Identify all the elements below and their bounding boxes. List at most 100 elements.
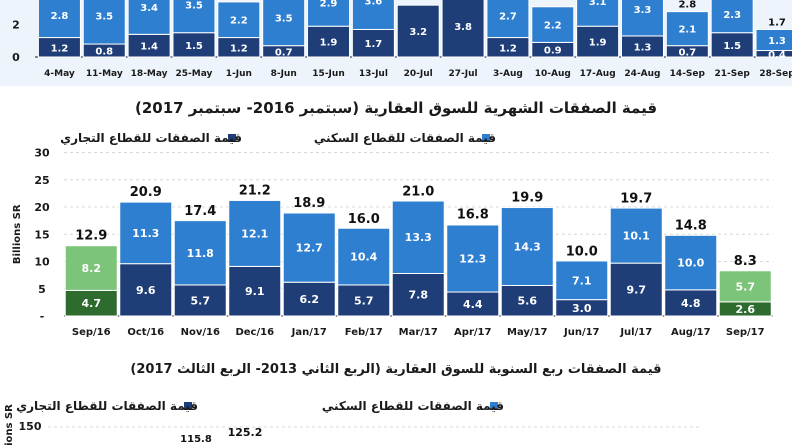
bar-total-label: 115.8 <box>180 434 212 445</box>
bar-segment <box>576 0 620 27</box>
x-tick-label: 14-Sep <box>670 69 706 79</box>
bar-segment <box>307 0 351 27</box>
x-tick-label: 15-Jun <box>312 69 344 79</box>
x-tick-label: 8-Jun <box>271 69 297 79</box>
segment-value-label: 1.9 <box>320 38 338 49</box>
segment-value-label: 11.3 <box>132 227 159 240</box>
y-tick-label: 30 <box>34 147 50 160</box>
segment-value-label: 7.1 <box>572 274 592 287</box>
bar-total-label: 1.7 <box>768 17 786 28</box>
segment-value-label: 1.9 <box>589 38 607 49</box>
bar-segment <box>82 0 126 45</box>
x-tick-label: Sep/17 <box>726 327 765 338</box>
segment-value-label: 0.7 <box>678 47 696 58</box>
bar-total-label: 8.3 <box>734 254 757 269</box>
segment-value-label: 1.5 <box>723 41 741 52</box>
segment-value-label: 2.6 <box>736 303 756 316</box>
legend-label-residential: قيمة الصفقات للقطاع السكني <box>314 131 496 145</box>
bar-segment <box>500 284 554 317</box>
segment-value-label: 1.4 <box>140 42 158 53</box>
y-axis-label: Billions SR <box>12 204 23 264</box>
segment-value-label: 5.7 <box>736 280 756 293</box>
segment-value-label: 12.7 <box>296 242 323 255</box>
segment-value-label: 3.1 <box>589 0 607 8</box>
bar-segment <box>555 260 609 301</box>
x-tick-label: 27-Jul <box>449 69 478 79</box>
segment-value-label: 2.8 <box>51 11 69 22</box>
x-tick-label: Feb/17 <box>345 327 383 338</box>
segment-value-label: 12.1 <box>241 227 268 240</box>
chart-title: قيمة الصفقات الشهرية للسوق العقارية (سبت… <box>135 99 657 117</box>
bar-total-label: 18.9 <box>293 196 325 211</box>
segment-value-label: 11.8 <box>187 247 214 260</box>
segment-value-label: 9.6 <box>136 284 156 297</box>
bar-segment <box>391 272 445 317</box>
legend-label-commercial: قيمة الصفقات للقطاع التجاري <box>16 399 198 413</box>
y-tick-label: 150 <box>19 420 42 433</box>
monthly-chart-panel: قيمة الصفقات الشهرية للسوق العقارية (سبت… <box>0 86 792 344</box>
bar-total-label: 21.0 <box>402 185 434 200</box>
segment-value-label: 4.7 <box>82 297 102 310</box>
bar-total-label: 16.8 <box>457 207 489 222</box>
segment-value-label: 10.1 <box>623 230 650 243</box>
segment-value-label: 3.6 <box>365 0 383 7</box>
y-tick-label: 15 <box>34 228 49 241</box>
x-tick-label: Apr/17 <box>454 327 491 338</box>
x-tick-label: May/17 <box>507 327 548 338</box>
segment-value-label: 9.1 <box>245 285 265 298</box>
bar-total-label: 12.9 <box>75 229 107 244</box>
legend-swatch-residential <box>490 402 498 410</box>
bar-segment <box>718 270 772 303</box>
bar-segment <box>351 0 395 30</box>
segment-value-label: 13.3 <box>405 231 432 244</box>
segment-value-label: 2.2 <box>544 21 562 32</box>
segment-value-label: 10.0 <box>677 257 704 270</box>
bar-segment <box>391 200 445 274</box>
chart-title: قيمة الصفقات ربع السنوية للسوق العقارية … <box>130 362 661 377</box>
y-tick-label: 25 <box>34 174 49 187</box>
bar-segment <box>710 0 754 34</box>
legend-label-residential: قيمة الصفقات للقطاع السكني <box>322 399 504 413</box>
bar-total-label: 16.0 <box>348 212 380 227</box>
segment-value-label: 6.2 <box>300 293 320 306</box>
bar-segment <box>127 0 171 35</box>
segment-value-label: 4.8 <box>681 297 701 310</box>
legend-swatch-commercial <box>184 402 192 410</box>
bar-segment <box>307 25 351 58</box>
segment-value-label: 1.3 <box>634 42 652 53</box>
bar-segment <box>217 1 261 39</box>
segment-value-label: 1.7 <box>365 39 383 50</box>
bar-segment <box>531 6 575 43</box>
segment-value-label: 12.3 <box>459 253 486 266</box>
x-tick-label: 3-Aug <box>493 69 523 79</box>
segment-value-label: 9.7 <box>627 284 647 297</box>
segment-value-label: 3.5 <box>95 12 113 23</box>
segment-value-label: 1.2 <box>230 43 248 54</box>
bar-segment <box>609 207 663 264</box>
bar-segment <box>351 28 395 58</box>
segment-value-label: 10.4 <box>350 251 377 264</box>
segment-value-label: 4.4 <box>463 298 483 311</box>
bar-total-label: 10.0 <box>566 245 598 260</box>
bar-segment <box>755 28 792 52</box>
bar-segment <box>173 220 227 286</box>
segment-value-label: 1.5 <box>185 41 203 52</box>
x-tick-label: 1-Jun <box>226 69 252 79</box>
bar-segment <box>64 289 118 317</box>
segment-value-label: 2.7 <box>499 12 517 23</box>
bar-segment <box>664 234 718 291</box>
segment-value-label: 7.8 <box>409 289 429 302</box>
x-tick-label: Jul/17 <box>619 327 652 338</box>
x-tick-label: 20-Jul <box>404 69 433 79</box>
segment-value-label: 14.3 <box>514 241 541 254</box>
bar-total-label: 2.8 <box>678 0 696 11</box>
monthly-chart: قيمة الصفقات الشهرية للسوق العقارية (سبت… <box>12 99 773 338</box>
segment-value-label: 2.9 <box>320 0 338 10</box>
bar-segment <box>664 289 718 317</box>
x-tick-label: 17-Aug <box>580 69 616 79</box>
bar-segment <box>710 32 754 58</box>
segment-value-label: 3.0 <box>572 302 592 315</box>
bar-total-label: 17.4 <box>184 204 216 219</box>
segment-value-label: 3.3 <box>634 5 652 16</box>
bar-segment <box>37 0 81 39</box>
